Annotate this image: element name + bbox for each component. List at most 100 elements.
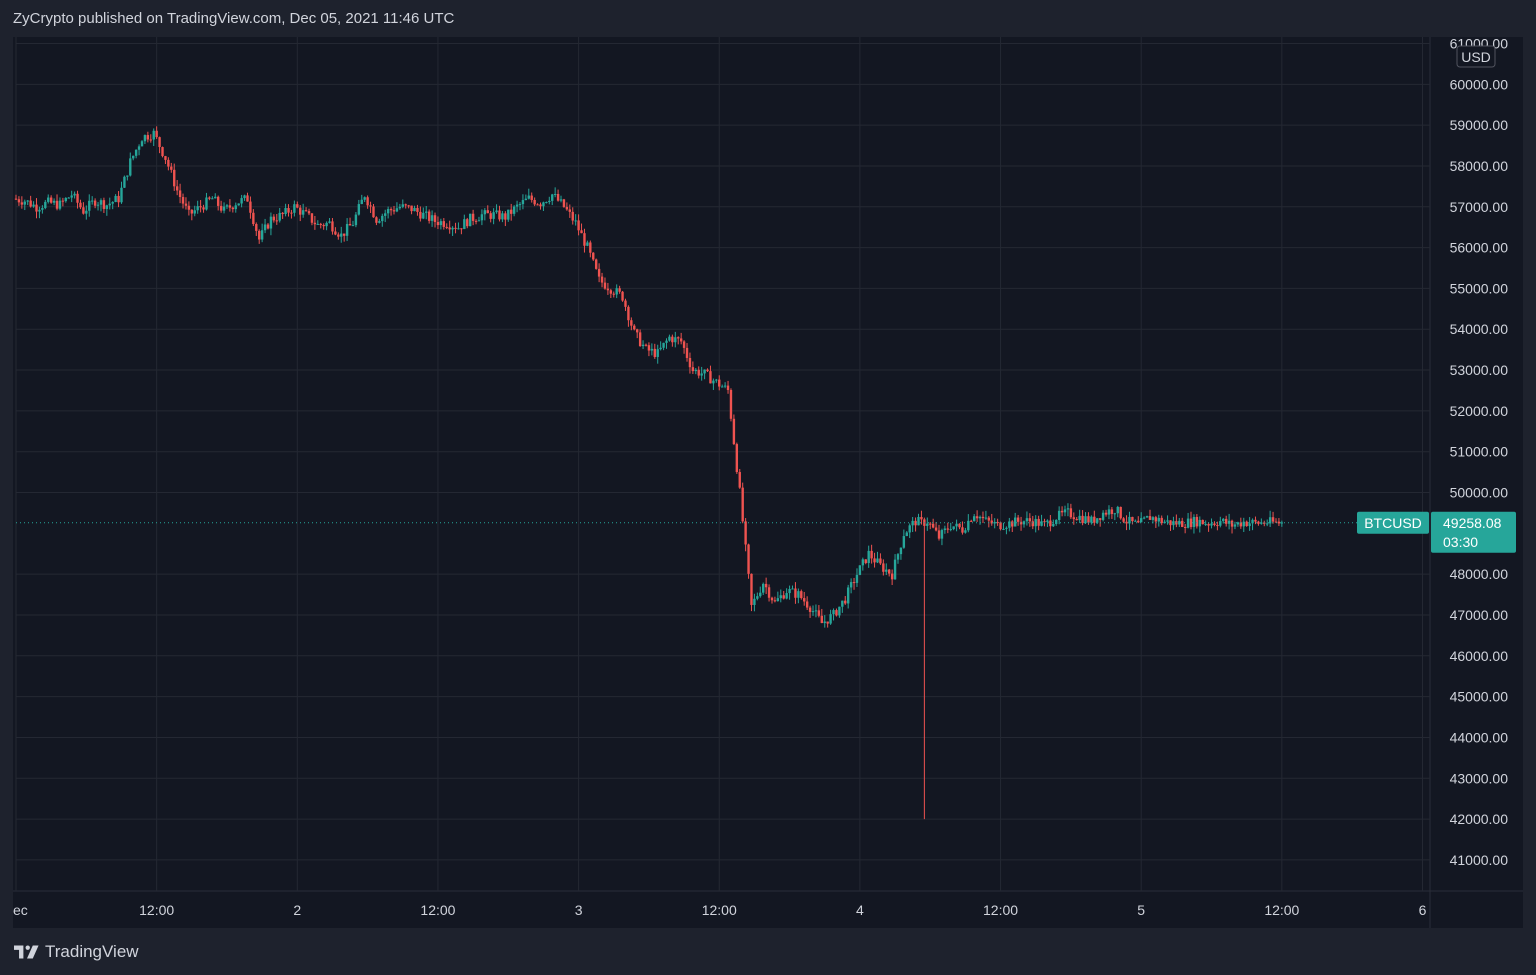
footer: TradingView xyxy=(0,928,1536,975)
candle-body xyxy=(917,517,920,526)
candle-body xyxy=(553,193,557,195)
candle-body xyxy=(1274,521,1278,523)
price-chart[interactable]: 61000.0060000.0059000.0058000.0057000.00… xyxy=(13,37,1523,928)
candle-body xyxy=(735,444,739,473)
candle-body xyxy=(384,213,387,216)
candle-body xyxy=(990,520,993,524)
candle-body xyxy=(803,598,806,602)
candle-body xyxy=(1151,517,1155,520)
candle-body xyxy=(140,141,144,147)
candle-body xyxy=(1257,521,1260,524)
candle-body xyxy=(249,201,252,213)
candle-body xyxy=(518,204,522,206)
candle-body xyxy=(49,197,53,203)
candle-body xyxy=(357,204,361,215)
candle-body xyxy=(1219,521,1222,526)
candle-body xyxy=(902,536,906,548)
candle-body xyxy=(211,198,214,200)
candle-body xyxy=(1019,521,1023,525)
candle-body xyxy=(536,204,539,206)
candle-body xyxy=(158,137,161,148)
candle-body xyxy=(630,320,633,326)
candle-body xyxy=(791,588,794,590)
candle-body xyxy=(688,357,692,368)
candle-body xyxy=(647,345,651,351)
price-axis[interactable]: 61000.0060000.0059000.0058000.0057000.00… xyxy=(1450,37,1509,868)
candle-body xyxy=(307,211,311,214)
candle-body xyxy=(1192,516,1196,528)
candle-body xyxy=(1204,523,1207,525)
tradingview-logo[interactable]: TradingView xyxy=(14,939,139,965)
candle-body xyxy=(1277,521,1281,524)
candle-body xyxy=(460,228,463,230)
candles[interactable] xyxy=(14,126,1284,820)
candle-body xyxy=(117,195,120,203)
candle-body xyxy=(360,199,363,205)
x-tick-label: 2 xyxy=(293,902,301,918)
candle-body xyxy=(876,558,879,563)
candle-body xyxy=(340,233,343,237)
candle-body xyxy=(548,200,551,203)
candle-body xyxy=(126,175,129,177)
candle-body xyxy=(155,130,158,138)
candle-body xyxy=(805,601,809,608)
candle-body xyxy=(797,591,800,598)
candle-body xyxy=(964,530,967,533)
candle-body xyxy=(773,600,777,602)
candle-body xyxy=(237,203,240,206)
candle-body xyxy=(20,202,24,205)
candle-body xyxy=(1134,520,1137,522)
candle-body xyxy=(507,209,510,220)
currency-badge[interactable]: USD xyxy=(1456,45,1496,68)
y-tick-label: 57000.00 xyxy=(1450,199,1509,215)
candle-body xyxy=(1081,515,1084,524)
candle-body xyxy=(137,146,141,150)
candle-body xyxy=(1280,522,1284,524)
candle-body xyxy=(228,205,232,208)
candle-body xyxy=(759,592,762,597)
candle-body xyxy=(873,558,876,563)
candle-body xyxy=(1227,520,1231,524)
candle-body xyxy=(1268,517,1272,524)
candle-body xyxy=(96,204,100,206)
candle-body xyxy=(694,369,698,372)
candle-body xyxy=(937,530,941,539)
candle-body xyxy=(600,276,604,283)
candle-body xyxy=(1052,523,1055,527)
candle-body xyxy=(1178,520,1181,525)
candle-body xyxy=(255,224,258,231)
candle-body xyxy=(146,135,150,140)
time-axis[interactable]: ec 12:00 2 12:00 3 12:00 4 12:00 5 12:00 6 xyxy=(13,902,1427,918)
candle-body xyxy=(1069,508,1073,518)
candle-body xyxy=(1043,521,1046,523)
candle-body xyxy=(143,135,147,142)
candle-body xyxy=(782,595,785,599)
candle-body xyxy=(1084,516,1087,524)
candle-body xyxy=(577,220,580,231)
candle-body xyxy=(1183,526,1187,528)
candle-body xyxy=(313,222,317,225)
chart-area[interactable]: 61000.00 60000.00 59000.00 58000.00 57000.00… xyxy=(13,37,1523,928)
candle-body xyxy=(1140,518,1143,523)
x-tick-label: 3 xyxy=(575,902,583,918)
candle-body xyxy=(407,205,410,207)
candle-body xyxy=(908,525,911,533)
candle-body xyxy=(817,610,821,616)
candle-body xyxy=(1101,512,1105,520)
candle-body xyxy=(1207,523,1210,526)
candle-body xyxy=(492,212,495,219)
candle-body xyxy=(164,156,167,160)
candle-body xyxy=(1195,516,1199,527)
candle-body xyxy=(325,222,328,227)
candle-body xyxy=(718,379,721,387)
candle-body xyxy=(1028,518,1032,522)
candle-body xyxy=(436,221,440,226)
candle-body xyxy=(970,520,973,522)
candle-body xyxy=(624,300,627,307)
candle-body xyxy=(1166,520,1169,522)
publisher-header: ZyCrypto published on TradingView.com, D… xyxy=(0,0,1536,37)
candle-body xyxy=(398,206,402,209)
candle-body xyxy=(205,197,208,210)
candle-body xyxy=(61,200,65,202)
candle-body xyxy=(618,288,621,292)
